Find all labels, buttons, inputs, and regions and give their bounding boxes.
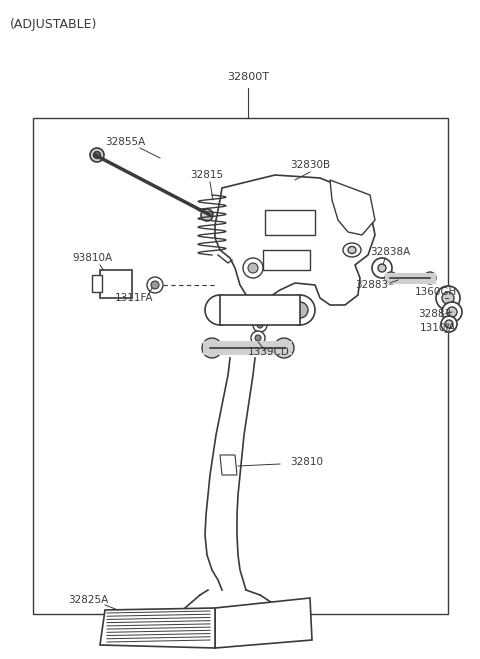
- Circle shape: [251, 331, 265, 345]
- Bar: [33, 118, 448, 614]
- Circle shape: [94, 152, 100, 159]
- Text: 1360GH: 1360GH: [415, 287, 457, 297]
- Circle shape: [447, 307, 457, 317]
- Text: 1311FA: 1311FA: [115, 293, 154, 303]
- Circle shape: [248, 263, 258, 273]
- Polygon shape: [220, 295, 300, 325]
- Polygon shape: [100, 608, 215, 648]
- Polygon shape: [263, 250, 310, 270]
- Circle shape: [442, 302, 462, 322]
- Text: 32800T: 32800T: [227, 72, 269, 82]
- Ellipse shape: [355, 226, 365, 234]
- Text: 32883: 32883: [418, 309, 451, 319]
- Circle shape: [385, 272, 397, 284]
- Circle shape: [424, 272, 436, 284]
- Text: 32810: 32810: [290, 457, 323, 467]
- Circle shape: [255, 335, 261, 341]
- Circle shape: [441, 316, 457, 332]
- Ellipse shape: [343, 243, 361, 257]
- Text: 32883: 32883: [355, 280, 388, 290]
- Circle shape: [253, 318, 267, 332]
- Circle shape: [285, 295, 315, 325]
- Polygon shape: [220, 455, 237, 475]
- Circle shape: [90, 148, 104, 162]
- Polygon shape: [330, 180, 375, 235]
- Circle shape: [205, 295, 235, 325]
- Text: 32825A: 32825A: [68, 595, 108, 605]
- Text: (ADJUSTABLE): (ADJUSTABLE): [10, 18, 97, 31]
- Text: 93810A: 93810A: [72, 253, 112, 263]
- Polygon shape: [265, 210, 315, 235]
- Circle shape: [243, 258, 263, 278]
- Circle shape: [257, 322, 263, 328]
- Circle shape: [442, 292, 454, 304]
- Circle shape: [274, 338, 294, 358]
- Text: 32855A: 32855A: [105, 137, 145, 147]
- Text: 1339CD: 1339CD: [248, 347, 290, 357]
- Circle shape: [292, 302, 308, 318]
- Circle shape: [445, 320, 453, 328]
- Polygon shape: [100, 270, 132, 298]
- Ellipse shape: [348, 246, 356, 254]
- Text: 32830B: 32830B: [290, 160, 330, 170]
- Circle shape: [147, 277, 163, 293]
- Circle shape: [436, 286, 460, 310]
- Text: 32838A: 32838A: [370, 247, 410, 257]
- Text: 1310JA: 1310JA: [420, 323, 456, 333]
- Circle shape: [372, 258, 392, 278]
- Circle shape: [202, 338, 222, 358]
- Polygon shape: [215, 598, 312, 648]
- Polygon shape: [92, 275, 102, 292]
- Circle shape: [151, 281, 159, 289]
- Circle shape: [201, 209, 213, 221]
- Text: 32815: 32815: [190, 170, 223, 180]
- Circle shape: [378, 264, 386, 272]
- Polygon shape: [215, 175, 375, 305]
